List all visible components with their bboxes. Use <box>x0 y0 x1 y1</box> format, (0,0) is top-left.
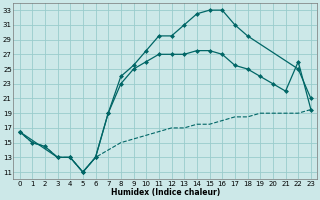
X-axis label: Humidex (Indice chaleur): Humidex (Indice chaleur) <box>111 188 220 197</box>
